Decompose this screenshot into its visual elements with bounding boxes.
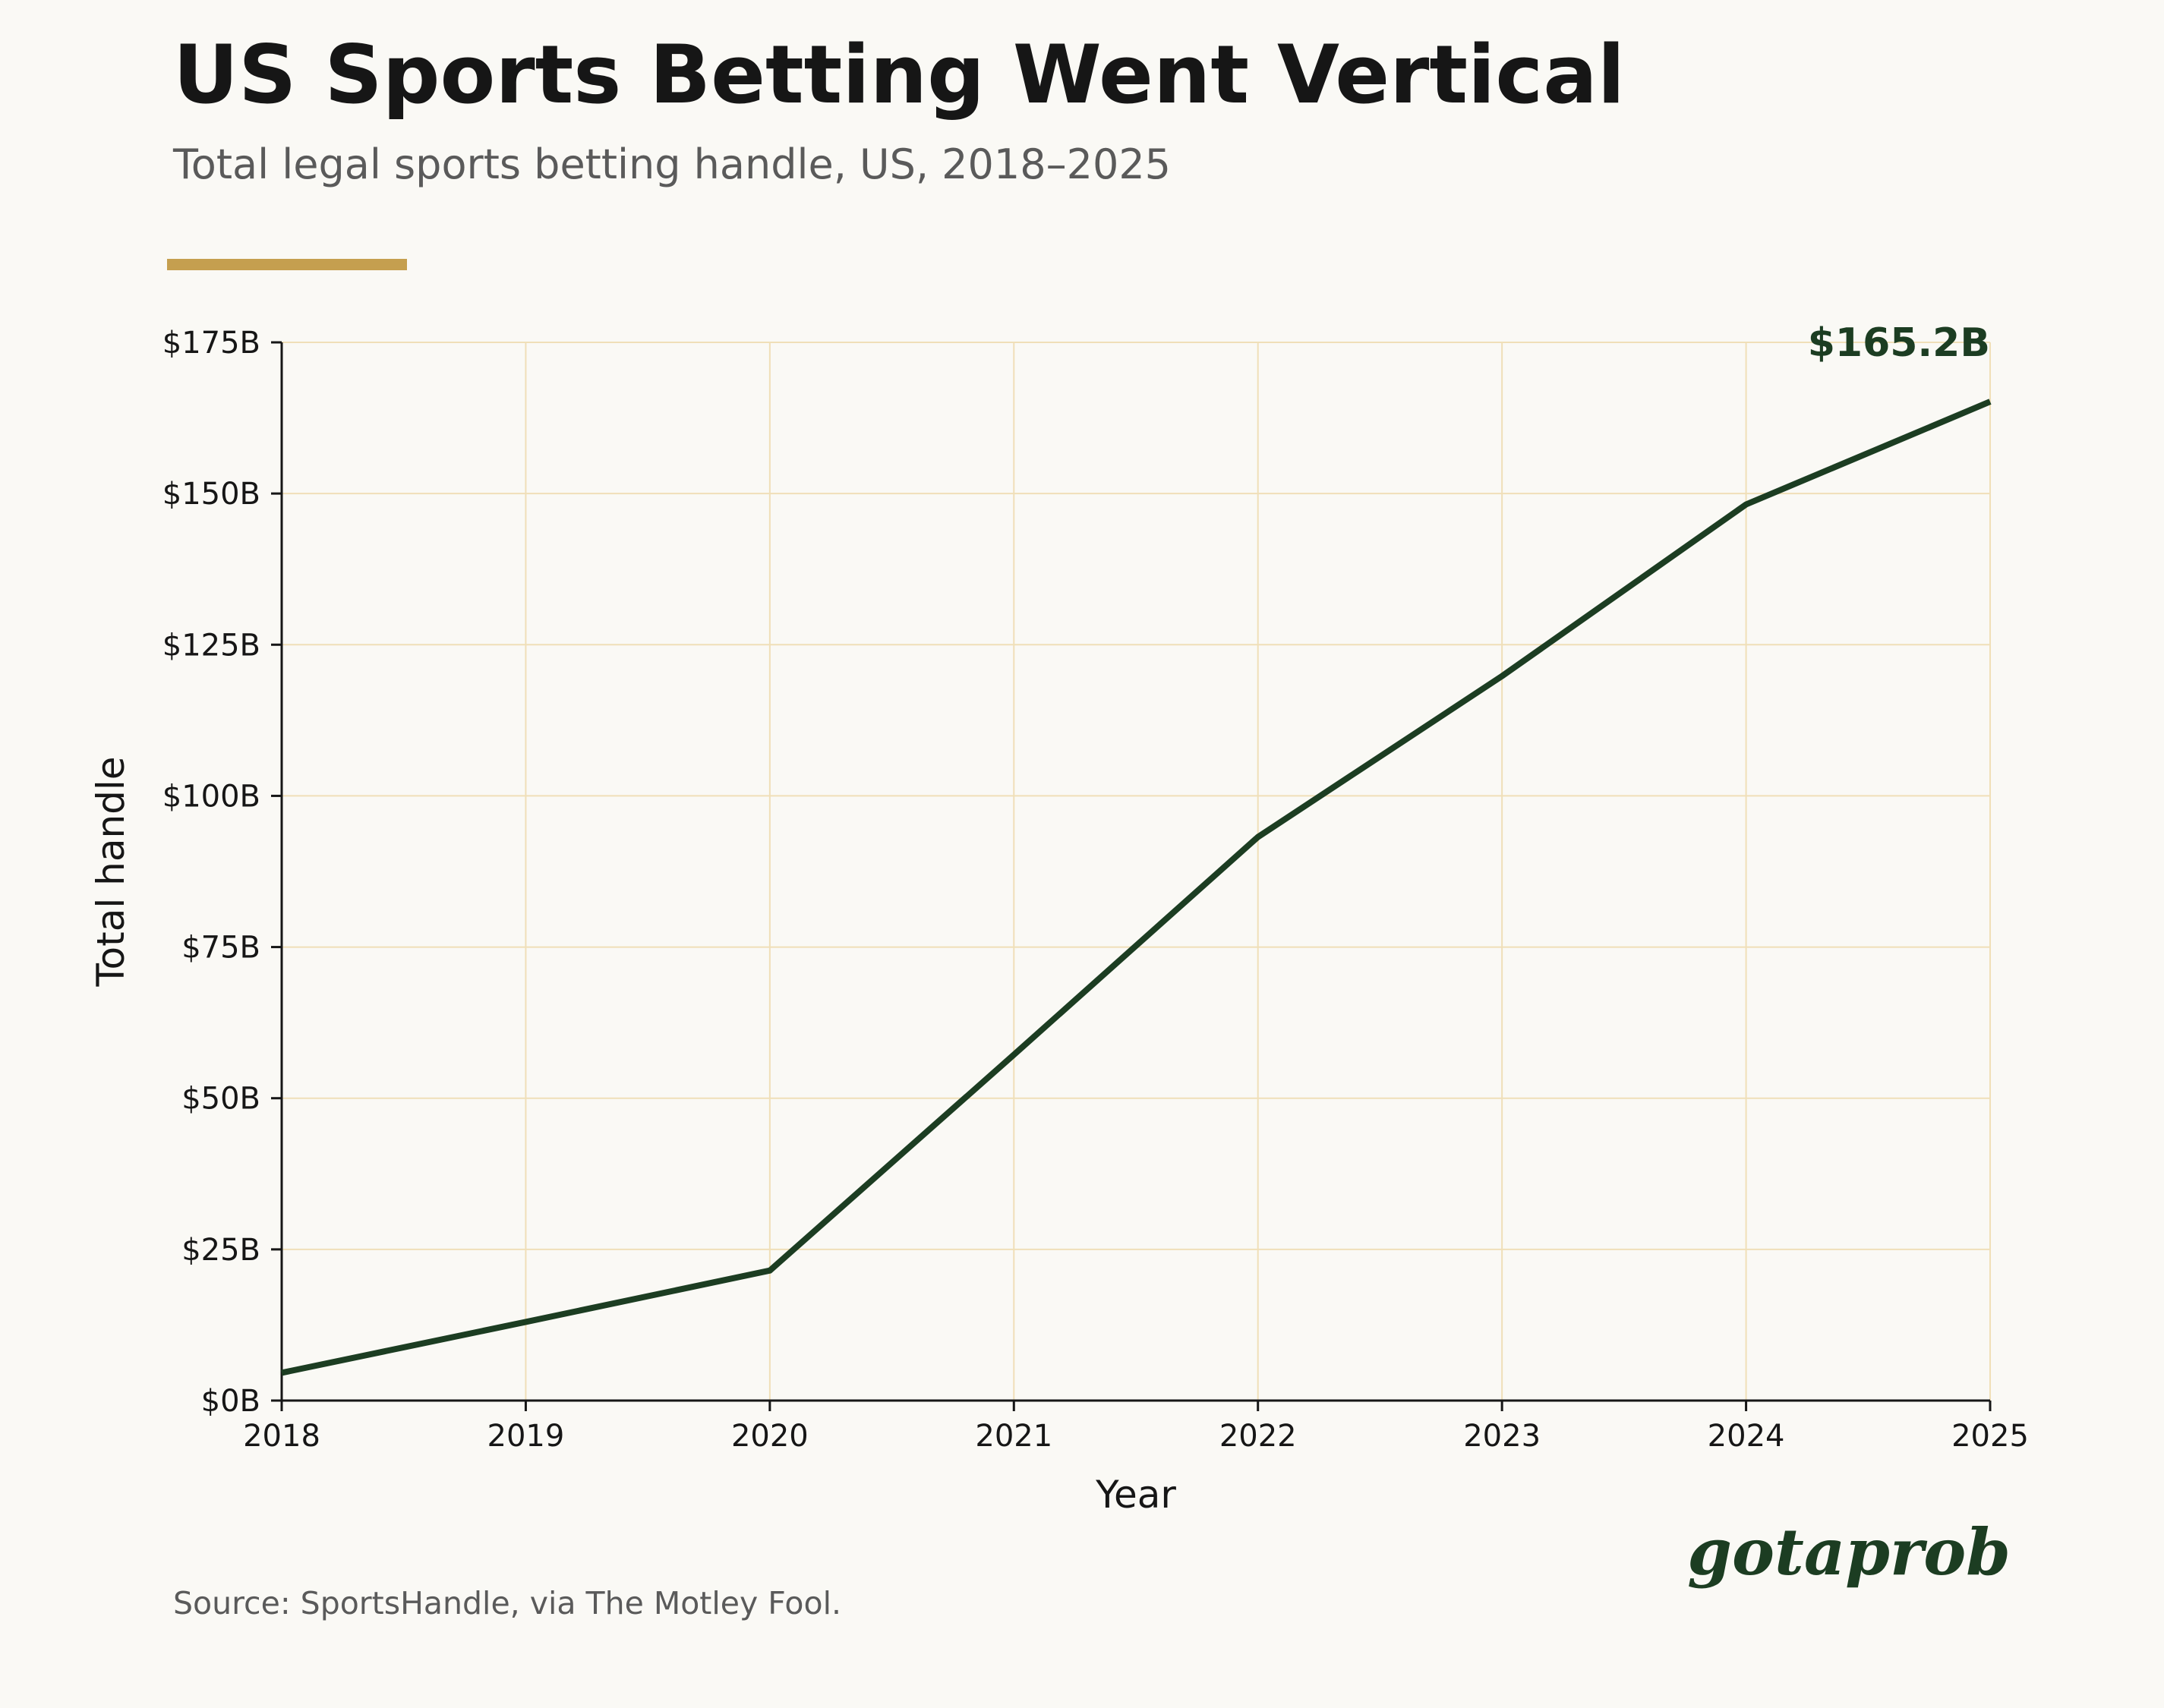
y-tick-label: $125B	[162, 628, 260, 663]
x-tick-label: 2023	[1463, 1419, 1541, 1454]
grid	[281, 342, 1991, 1401]
y-axis-label: Total handle	[89, 756, 133, 987]
accent-bar	[167, 259, 407, 270]
series-layer	[279, 399, 1993, 1376]
data-point	[1499, 673, 1505, 679]
brand-logo: gotaprob	[1687, 1514, 2011, 1590]
data-point	[279, 1369, 285, 1376]
y-tick-label: $0B	[201, 1384, 260, 1419]
x-axis-ticks: 2018 2019 2020 2021 2022 2023 2024 2025	[243, 1401, 2029, 1454]
source-note: Source: SportsHandle, via The Motley Foo…	[173, 1585, 841, 1621]
y-tick-label: $25B	[181, 1233, 260, 1268]
data-point	[767, 1268, 773, 1274]
y-tick-label: $50B	[181, 1082, 260, 1117]
x-tick-label: 2021	[975, 1419, 1052, 1454]
data-point	[1011, 1051, 1017, 1057]
chart-subtitle: Total legal sports betting handle, US, 2…	[172, 140, 1171, 188]
chart-title: US Sports Betting Went Vertical	[173, 28, 1625, 121]
y-axis-ticks: $0B $25B $50B $75B $100B $125B $150B $175B	[162, 326, 282, 1419]
y-tick-label: $75B	[181, 931, 260, 966]
y-tick-label: $150B	[162, 477, 260, 512]
end-value-label: $165.2B	[1808, 320, 1990, 366]
x-tick-label: 2019	[487, 1419, 565, 1454]
y-tick-label: $175B	[162, 326, 260, 361]
y-tick-label: $100B	[162, 779, 260, 814]
x-axis-label: Year	[1095, 1473, 1176, 1517]
x-tick-label: 2018	[243, 1419, 320, 1454]
x-tick-label: 2020	[731, 1419, 809, 1454]
data-point	[522, 1319, 528, 1325]
series-line	[281, 399, 1992, 1376]
x-tick-label: 2024	[1708, 1419, 1785, 1454]
data-point	[1987, 399, 1993, 405]
axes	[280, 342, 1990, 1402]
data-point	[1743, 501, 1749, 507]
data-point	[1255, 834, 1261, 840]
x-tick-label: 2025	[1951, 1419, 2029, 1454]
x-tick-label: 2022	[1219, 1419, 1297, 1454]
